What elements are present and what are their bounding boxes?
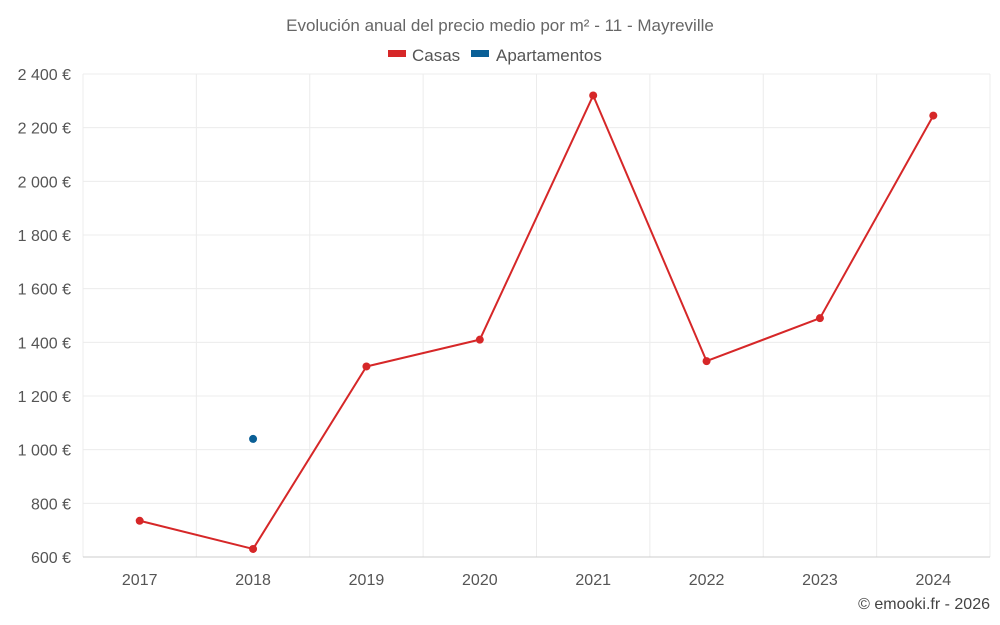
x-axis-ticks: 2017 2018 2019 2020 2021 2022 2023 2024 (122, 572, 951, 589)
grid (82, 73, 991, 558)
data-point-casas[interactable] (135, 516, 144, 525)
x-tick-label: 2020 (462, 572, 498, 589)
x-tick-label: 2018 (235, 572, 271, 589)
series-line-casas (139, 94, 935, 550)
y-tick-label: 1 400 € (18, 335, 71, 352)
x-tick-label: 2023 (802, 572, 838, 589)
data-point-casas[interactable] (249, 544, 258, 553)
y-tick-label: 2 200 € (18, 121, 71, 138)
legend-label-apartamentos[interactable]: Apartamentos (496, 46, 602, 65)
data-point-casas[interactable] (589, 91, 598, 100)
legend: Casas Apartamentos (388, 46, 602, 65)
y-tick-label: 1 000 € (18, 443, 71, 460)
y-tick-label: 2 400 € (18, 67, 71, 84)
chart-title: Evolución anual del precio medio por m² … (286, 16, 714, 35)
data-point-apartamentos[interactable] (249, 434, 258, 443)
data-point-casas[interactable] (362, 362, 371, 371)
y-tick-label: 1 200 € (18, 389, 71, 406)
y-tick-label: 800 € (31, 496, 71, 513)
y-axis-ticks: 600 € 800 € 1 000 € 1 200 € 1 400 € 1 600 € 1 … (18, 67, 71, 567)
series (135, 91, 938, 553)
y-tick-label: 1 600 € (18, 282, 71, 299)
x-tick-label: 2024 (916, 572, 952, 589)
y-tick-label: 1 800 € (18, 228, 71, 245)
y-tick-label: 2 000 € (18, 174, 71, 191)
legend-label-casas[interactable]: Casas (412, 46, 460, 65)
data-point-casas[interactable] (929, 111, 938, 120)
x-tick-label: 2022 (689, 572, 725, 589)
y-tick-label: 600 € (31, 550, 71, 567)
data-point-casas[interactable] (702, 357, 711, 366)
data-point-casas[interactable] (815, 314, 824, 323)
data-point-casas[interactable] (475, 335, 484, 344)
x-tick-label: 2021 (575, 572, 611, 589)
legend-swatch-apartamentos (471, 50, 489, 57)
credit-text: © emooki.fr - 2026 (858, 596, 990, 613)
x-tick-label: 2019 (349, 572, 385, 589)
x-tick-label: 2017 (122, 572, 158, 589)
legend-swatch-casas (388, 50, 406, 57)
